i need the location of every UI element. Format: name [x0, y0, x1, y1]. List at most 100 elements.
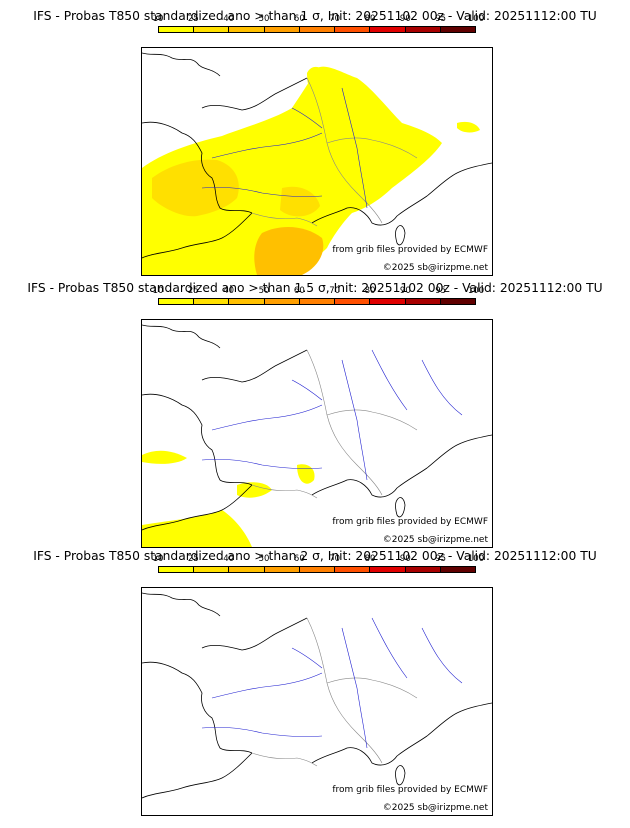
prob-area-yellow-west: [142, 450, 187, 464]
colorbar-swatch: [299, 299, 336, 304]
rivers: [201, 87, 368, 209]
colorbar-tick-label: 95: [435, 554, 447, 564]
colorbar: [158, 298, 476, 305]
map-frame: from grib files provided by ECMWF ©2025 …: [141, 587, 493, 816]
prob-area-orange-south: [254, 226, 324, 275]
rivers: [201, 349, 463, 481]
colorbar-swatch: [405, 299, 441, 304]
colorbar-tick-label: 100: [467, 554, 485, 564]
colorbar-tick-label: 90: [399, 14, 411, 24]
colorbar-tick-label: 80: [364, 554, 376, 564]
colorbar-swatch: [370, 299, 406, 304]
credit-copyright: ©2025 sb@irizpme.net: [382, 803, 488, 813]
colorbar-tick-label: 40: [223, 554, 235, 564]
colorbar-labels: 10 25 40 50 60 70 80 90 95 100: [153, 554, 485, 566]
colorbar-swatch: [335, 27, 371, 32]
map-frame: from grib files provided by ECMWF ©2025 …: [141, 319, 493, 548]
colorbar-labels: 10 25 40 50 60 70 80 90 95 100: [153, 286, 485, 298]
prob-area-yellow-north: [307, 66, 332, 108]
colorbar-swatch: [194, 27, 230, 32]
colorbar-tick-label: 95: [435, 14, 447, 24]
colorbar: [158, 26, 476, 33]
prob-area-yellow-rhone: [297, 464, 315, 484]
colorbar-swatch: [299, 567, 336, 572]
colorbar-swatch: [194, 567, 230, 572]
prob-area-yellow: [142, 66, 442, 275]
colorbar-swatch: [264, 27, 300, 32]
colorbar-swatch: [335, 299, 371, 304]
panel-title: IFS - Probas T850 standardized ano > tha…: [33, 9, 597, 23]
colorbar-tick-label: 60: [293, 14, 305, 24]
colorbar-swatch: [264, 567, 300, 572]
colorbar-swatch: [229, 567, 265, 572]
country-borders: [251, 617, 418, 767]
credit-grib: from grib files provided by ECMWF: [332, 245, 488, 255]
probability-map: [142, 52, 492, 275]
country-borders: [251, 349, 418, 499]
colorbar-tick-label: 60: [293, 554, 305, 564]
colorbar-tick-label: 95: [435, 286, 447, 296]
colorbar-tick-label: 10: [152, 14, 164, 24]
panel-title: IFS - Probas T850 standardized ano > tha…: [33, 549, 597, 563]
credit-copyright: ©2025 sb@irizpme.net: [382, 263, 488, 273]
coastline: [142, 324, 492, 531]
colorbar-tick-label: 90: [399, 286, 411, 296]
colorbar-tick-label: 40: [223, 14, 235, 24]
colorbar-swatch: [440, 567, 475, 572]
colorbar-swatch: [370, 567, 406, 572]
colorbar-tick-label: 10: [152, 286, 164, 296]
colorbar-swatch: [405, 567, 441, 572]
colorbar-tick-label: 80: [364, 14, 376, 24]
colorbar-swatch: [159, 299, 195, 304]
colorbar-tick-label: 100: [467, 14, 485, 24]
prob-area-yellow-east: [457, 121, 480, 133]
colorbar-swatch: [264, 299, 300, 304]
colorbar: [158, 566, 476, 573]
colorbar-swatch: [229, 27, 265, 32]
prob-area-orange-center: [280, 186, 320, 217]
colorbar-tick-label: 80: [364, 286, 376, 296]
colorbar-tick-label: 90: [399, 554, 411, 564]
colorbar-tick-label: 50: [258, 286, 270, 296]
map-panel-2: IFS - Probas T850 standardized ano > tha…: [0, 272, 630, 548]
colorbar-tick-label: 50: [258, 554, 270, 564]
coastline: [142, 52, 492, 259]
colorbar-swatch: [159, 27, 195, 32]
colorbar-tick-label: 70: [329, 14, 341, 24]
colorbar-tick-label: 70: [329, 554, 341, 564]
rivers: [201, 617, 463, 749]
colorbar-labels: 10 25 40 50 60 70 80 90 95 100: [153, 14, 485, 26]
colorbar-tick-label: 60: [293, 286, 305, 296]
map-frame: from grib files provided by ECMWF ©2025 …: [141, 47, 493, 276]
colorbar-swatch: [194, 299, 230, 304]
colorbar-swatch: [440, 299, 475, 304]
colorbar-swatch: [299, 27, 336, 32]
colorbar-tick-label: 70: [329, 286, 341, 296]
coastline: [142, 592, 492, 799]
credit-copyright: ©2025 sb@irizpme.net: [382, 535, 488, 545]
map-panel-1: IFS - Probas T850 standardized ano > tha…: [0, 0, 630, 276]
colorbar-tick-label: 25: [187, 14, 199, 24]
island-corsica: [395, 765, 406, 786]
colorbar-tick-label: 40: [223, 286, 235, 296]
probability-map: [142, 592, 492, 799]
island-corsica: [395, 497, 406, 518]
colorbar-swatch: [335, 567, 371, 572]
colorbar-swatch: [229, 299, 265, 304]
colorbar-swatch: [405, 27, 441, 32]
colorbar-tick-label: 25: [187, 286, 199, 296]
map-panel-3: IFS - Probas T850 standardized ano > tha…: [0, 540, 630, 816]
prob-area-yellow-center: [237, 482, 272, 498]
credit-grib: from grib files provided by ECMWF: [332, 785, 488, 795]
colorbar-tick-label: 10: [152, 554, 164, 564]
colorbar-swatch: [440, 27, 475, 32]
panel-title: IFS - Probas T850 standardized ano > tha…: [27, 281, 603, 295]
prob-area-yellow-south: [142, 510, 252, 547]
credit-grib: from grib files provided by ECMWF: [332, 517, 488, 527]
colorbar-tick-label: 50: [258, 14, 270, 24]
colorbar-tick-label: 25: [187, 554, 199, 564]
colorbar-tick-label: 100: [467, 286, 485, 296]
country-borders: [251, 77, 418, 227]
colorbar-swatch: [159, 567, 195, 572]
island-corsica: [395, 225, 406, 246]
